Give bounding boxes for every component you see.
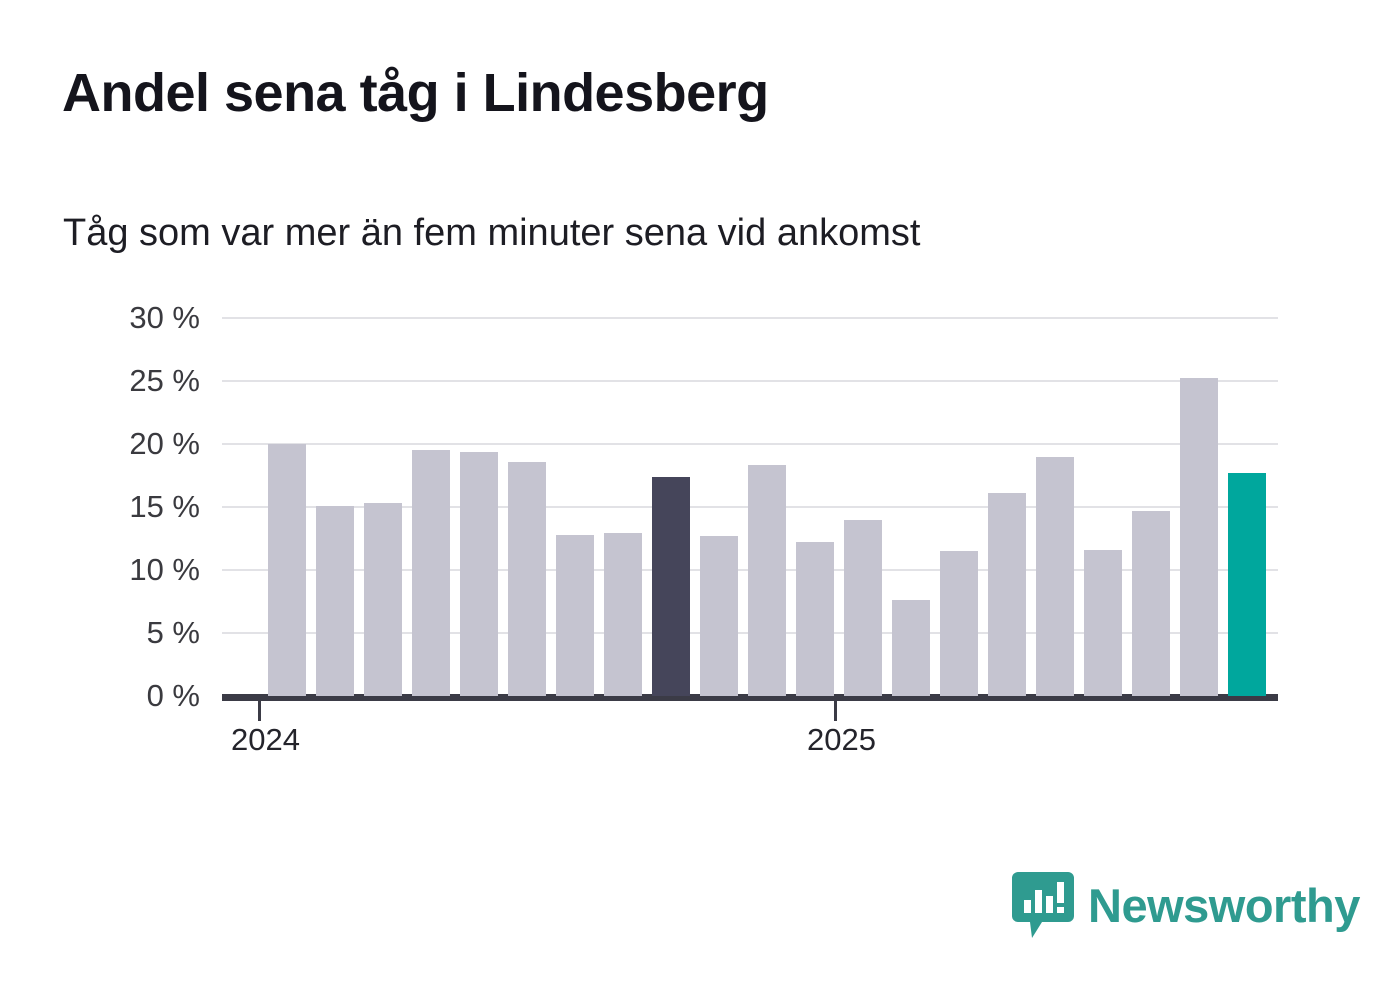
bar-chart-speech-bubble-icon bbox=[1012, 872, 1074, 938]
bar-2025-09[interactable] bbox=[1228, 472, 1266, 696]
bar-2025-04[interactable] bbox=[988, 493, 1026, 696]
bar-2024-07[interactable] bbox=[556, 534, 594, 696]
y-axis-tick-label: 30 % bbox=[129, 300, 200, 335]
bar-2025-07[interactable] bbox=[1132, 510, 1170, 696]
x-axis-tick bbox=[258, 701, 261, 721]
brand-name: Newsworthy bbox=[1088, 878, 1360, 932]
bar-2024-10[interactable] bbox=[700, 535, 738, 696]
y-axis-tick-label: 25 % bbox=[129, 363, 200, 398]
page-title: Andel sena tåg i Lindesberg bbox=[62, 63, 769, 123]
bar-2024-05[interactable] bbox=[460, 451, 498, 696]
x-axis-tick-label: 2024 bbox=[231, 722, 300, 757]
chart-subtitle: Tåg som var mer än fem minuter sena vid … bbox=[63, 212, 921, 254]
y-axis-tick-label: 20 % bbox=[129, 426, 200, 461]
bar-2024-02[interactable] bbox=[316, 505, 354, 696]
newsworthy-logo: Newsworthy bbox=[1012, 872, 1360, 938]
x-axis-tick bbox=[834, 701, 837, 721]
bar-2025-01[interactable] bbox=[844, 519, 882, 696]
bar-2025-03[interactable] bbox=[940, 551, 978, 696]
bar-2024-04[interactable] bbox=[412, 450, 450, 696]
x-axis-tick-label: 2025 bbox=[807, 722, 876, 757]
bar-2024-09[interactable] bbox=[652, 476, 690, 696]
y-axis-tick-label: 15 % bbox=[129, 489, 200, 524]
y-axis-tick-label: 5 % bbox=[146, 615, 200, 650]
gridline bbox=[222, 380, 1278, 382]
gridline bbox=[222, 443, 1278, 445]
bar-2024-01[interactable] bbox=[268, 444, 306, 696]
x-axis-line bbox=[222, 694, 1278, 701]
bar-2024-06[interactable] bbox=[508, 461, 546, 696]
y-axis-tick-label: 10 % bbox=[129, 552, 200, 587]
y-axis-tick-label: 0 % bbox=[146, 678, 200, 713]
bar-2024-11[interactable] bbox=[748, 465, 786, 696]
bar-2024-03[interactable] bbox=[364, 503, 402, 696]
bar-2025-05[interactable] bbox=[1036, 456, 1074, 696]
bar-2024-08[interactable] bbox=[604, 533, 642, 696]
bar-2025-08[interactable] bbox=[1180, 378, 1218, 696]
bar-2025-02[interactable] bbox=[892, 600, 930, 696]
gridline bbox=[222, 317, 1278, 319]
bar-2024-12[interactable] bbox=[796, 542, 834, 696]
bar-2025-06[interactable] bbox=[1084, 549, 1122, 696]
